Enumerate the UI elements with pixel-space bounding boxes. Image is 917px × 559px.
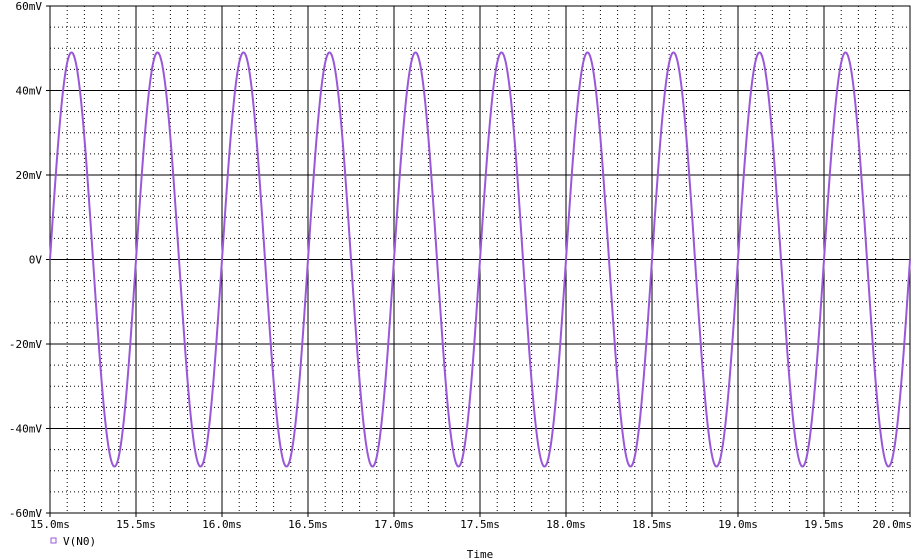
y-tick-label: 40mV (16, 85, 43, 98)
y-tick-label: -40mV (9, 423, 42, 436)
y-tick-label: -20mV (9, 338, 42, 351)
legend-label: V(N0) (63, 535, 96, 548)
x-tick-label: 17.5ms (460, 518, 500, 531)
y-axis-tick-labels: 60mV 40mV 20mV 0V -20mV -40mV -60mV (9, 0, 42, 520)
legend-marker (50, 537, 57, 544)
x-tick-label: 19.0ms (718, 518, 758, 531)
x-axis-tick-labels: 15.0ms 15.5ms 16.0ms 16.5ms 17.0ms 17.5ms 18.0… (30, 518, 912, 531)
legend: V(N0) (50, 535, 96, 548)
x-tick-label: 18.0ms (546, 518, 586, 531)
series-line-V(N0) (49, 51, 911, 468)
x-tick-label: 17.0ms (374, 518, 414, 531)
x-axis-label: Time (467, 548, 494, 559)
y-tick-label: 20mV (16, 169, 43, 182)
y-tick-label: 60mV (16, 0, 43, 13)
y-tick-label: 0V (29, 254, 43, 267)
series-layer (49, 51, 911, 468)
y-tick-label: -60mV (9, 507, 42, 520)
x-tick-label: 18.5ms (632, 518, 672, 531)
x-tick-label: 16.0ms (202, 518, 242, 531)
x-tick-label: 20.0ms (872, 518, 912, 531)
x-tick-label: 15.0ms (30, 518, 70, 531)
x-tick-label: 16.5ms (288, 518, 328, 531)
x-tick-label: 15.5ms (116, 518, 156, 531)
x-tick-label: 19.5ms (804, 518, 844, 531)
